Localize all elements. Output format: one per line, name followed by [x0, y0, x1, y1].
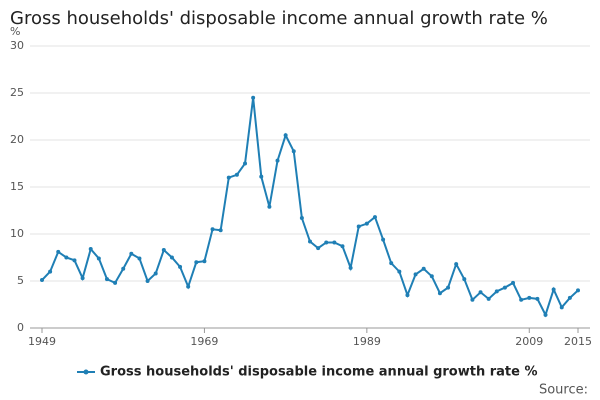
y-tick-label: 15: [10, 180, 24, 193]
data-point: [437, 291, 442, 296]
data-point: [372, 215, 377, 220]
x-tick-label: 1949: [28, 335, 56, 348]
data-point: [178, 264, 183, 269]
data-point: [113, 280, 118, 285]
data-point: [454, 262, 459, 267]
data-point: [186, 284, 191, 289]
data-point: [567, 295, 572, 300]
data-point: [48, 269, 53, 274]
x-tick-label: 1969: [190, 335, 218, 348]
legend-label: Gross households' disposable income annu…: [100, 365, 538, 380]
y-tick-label: 10: [10, 227, 24, 240]
data-point: [397, 269, 402, 274]
data-point: [421, 266, 426, 271]
data-point: [429, 274, 434, 279]
y-axis-label: %: [10, 25, 20, 38]
chart-title: Gross households' disposable income annu…: [10, 8, 548, 29]
data-point: [364, 221, 369, 226]
y-tick-label: 0: [17, 321, 24, 334]
data-point: [535, 296, 540, 301]
data-point: [324, 240, 329, 245]
data-point: [478, 290, 483, 295]
data-point: [486, 296, 491, 301]
data-point: [210, 227, 215, 232]
y-tick-label: 30: [10, 39, 24, 52]
data-point: [80, 276, 85, 281]
data-point: [291, 149, 296, 154]
data-point: [519, 297, 524, 302]
y-tick-label: 20: [10, 133, 24, 146]
data-point: [202, 259, 207, 264]
data-point: [462, 277, 467, 282]
data-point: [308, 239, 312, 244]
data-point: [527, 295, 532, 300]
data-point: [299, 216, 304, 221]
data-point: [72, 258, 77, 263]
data-point: [446, 285, 451, 290]
data-point: [502, 285, 507, 290]
data-point: [470, 297, 475, 302]
data-point: [137, 256, 142, 261]
data-point: [56, 249, 61, 254]
data-line: [41, 97, 579, 318]
data-point: [275, 158, 280, 163]
data-point: [356, 224, 361, 229]
data-point: [332, 240, 337, 245]
data-point: [381, 237, 386, 242]
data-point: [511, 280, 516, 285]
data-point: [96, 256, 101, 261]
data-point: [316, 246, 321, 251]
data-point: [40, 278, 44, 283]
x-tick-label: 1989: [353, 335, 381, 348]
data-point: [153, 271, 158, 276]
data-point: [218, 228, 223, 233]
x-tick-label: 2009: [515, 335, 543, 348]
source: Source:: [539, 383, 588, 398]
data-point: [129, 251, 134, 256]
x-tick-label: 2015: [564, 335, 592, 348]
y-tick-label: 5: [17, 274, 24, 287]
y-tick-label: 25: [10, 86, 24, 99]
data-point: [543, 312, 548, 317]
data-point: [121, 266, 126, 271]
data-point: [145, 279, 150, 283]
data-point: [234, 172, 239, 177]
data-point: [267, 204, 272, 209]
data-point: [389, 261, 394, 266]
data-point: [576, 288, 580, 293]
data-point: [88, 247, 93, 252]
legend-marker: [83, 369, 89, 375]
data-point: [340, 244, 345, 249]
data-point: [226, 175, 231, 180]
data-point: [559, 305, 564, 310]
data-point: [64, 255, 69, 260]
data-point: [243, 161, 248, 166]
data-point: [405, 293, 410, 298]
data-point: [104, 277, 109, 282]
data-point: [283, 133, 288, 138]
data-point: [169, 255, 174, 260]
data-point: [348, 265, 353, 270]
data-point: [413, 272, 418, 277]
data-point: [551, 287, 556, 292]
data-point: [194, 260, 199, 265]
data-point: [259, 174, 264, 179]
data-point: [251, 95, 256, 100]
data-point: [494, 289, 499, 294]
data-point: [161, 247, 166, 252]
